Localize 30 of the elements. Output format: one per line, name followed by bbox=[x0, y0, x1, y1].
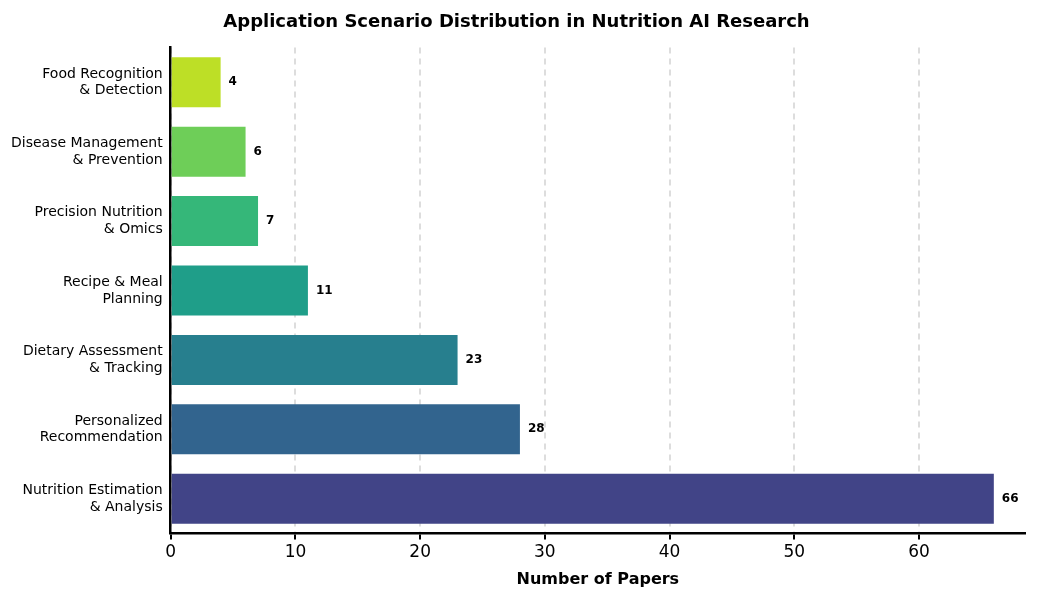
y-tick-label: Nutrition Estimation & Analysis bbox=[22, 480, 163, 514]
x-tick-label: 0 bbox=[165, 541, 177, 562]
y-tick-label: Food Recognition & Detection bbox=[42, 64, 163, 98]
bar bbox=[171, 126, 246, 177]
data-label: 66 bbox=[1001, 490, 1019, 505]
y-tick-label: Disease Management & Prevention bbox=[10, 133, 164, 167]
x-tick-label: 30 bbox=[534, 541, 556, 562]
data-label: 28 bbox=[527, 421, 545, 436]
x-axis-title: Number of Papers bbox=[516, 568, 680, 588]
data-label: 23 bbox=[465, 352, 483, 367]
y-tick-label: Dietary Assessment & Tracking bbox=[22, 342, 164, 375]
x-tick-label: 20 bbox=[409, 541, 431, 562]
x-tick-label: 60 bbox=[908, 541, 930, 562]
bar bbox=[171, 473, 994, 524]
y-tick-label: Personalized Recommendation bbox=[39, 411, 163, 445]
bar bbox=[171, 196, 259, 247]
data-label: 11 bbox=[315, 282, 333, 297]
data-label: 4 bbox=[228, 74, 237, 89]
bar bbox=[171, 265, 308, 316]
x-tick-label: 40 bbox=[658, 541, 681, 562]
x-tick-label: 50 bbox=[783, 541, 806, 562]
y-tick-label: Recipe & Meal Planning bbox=[62, 272, 163, 306]
data-label: 7 bbox=[266, 213, 275, 228]
data-label: 6 bbox=[253, 143, 262, 158]
bar bbox=[171, 57, 221, 108]
chart-title: Application Scenario Distribution in Nutrition AI Research bbox=[223, 10, 810, 32]
bar bbox=[171, 334, 458, 385]
y-tick-label: Precision Nutrition & Omics bbox=[34, 203, 163, 237]
bar bbox=[171, 404, 520, 455]
x-tick-label: 10 bbox=[284, 541, 307, 562]
